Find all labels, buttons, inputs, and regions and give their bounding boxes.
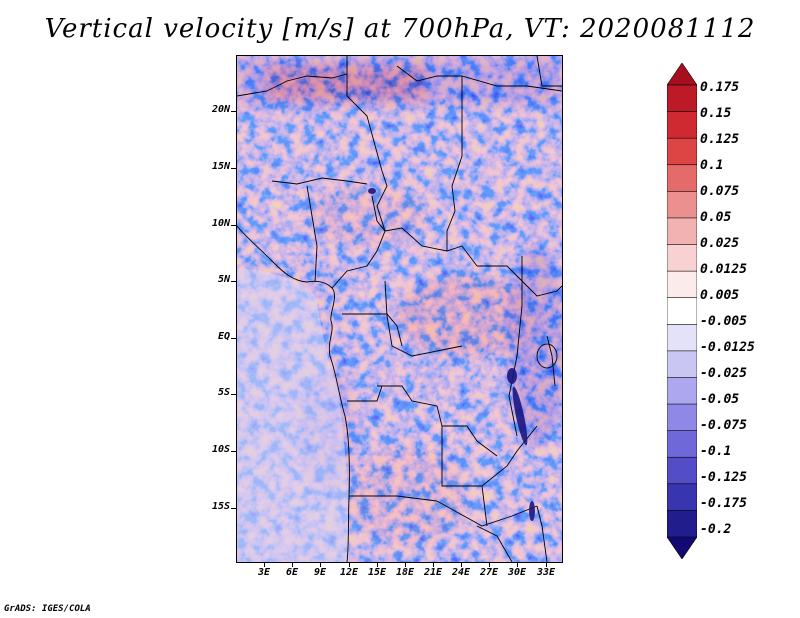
lon-label-12e: 12E [339,567,359,578]
lon-tick [320,563,321,567]
lon-tick [405,563,406,567]
lon-tick [377,563,378,567]
colorbar-segment [667,244,697,272]
colorbar-segment [667,536,697,559]
lon-tick [461,563,462,567]
colorbar-label: 0.025 [700,236,740,251]
colorbar-segment [667,430,697,459]
colorbar-segment [667,456,697,485]
lon-label-6e: 6E [285,567,299,578]
colorbar-label: -0.05 [700,392,740,407]
colorbar-label: -0.2 [700,522,732,537]
lon-tick [349,563,350,567]
colorbar-segment [667,350,697,379]
lon-label-24e: 24E [451,567,471,578]
lon-label-33e: 33E [536,567,556,578]
lat-label-10s: 10S [211,444,230,455]
colorbar-segment [667,297,697,326]
colorbar-label: 0.0125 [700,262,747,277]
colorbar-label: 0.005 [700,288,740,303]
lat-tick [231,111,236,112]
colorbar-label: -0.125 [700,470,747,485]
lon-label-30e: 30E [507,567,527,578]
lon-label-21e: 21E [423,567,443,578]
colorbar-segment [667,323,697,352]
lat-label-5n: 5N [217,274,230,285]
colorbar-segment [667,191,697,219]
lon-tick [264,563,265,567]
map-title: Vertical velocity [m/s] at 700hPa, VT: 2… [44,14,756,44]
colorbar-segment [667,63,697,86]
lat-tick [231,225,236,226]
colorbar-segment [667,111,697,139]
lon-tick [292,563,293,567]
lat-tick [231,394,236,395]
lat-label-eq: EQ [217,331,230,342]
colorbar-segment [667,84,697,113]
lat-tick [231,508,236,509]
colorbar-label: 0.175 [700,80,740,95]
lat-label-10n: 10N [211,218,230,229]
colorbar-label: 0.075 [700,184,740,199]
colorbar-label: -0.075 [700,418,747,433]
colorbar-segment [667,403,697,432]
colorbar-label: 0.125 [700,132,740,147]
colorbar-segment [667,137,697,166]
colorbar-label: -0.1 [700,444,732,459]
colorbar [667,63,697,559]
colorbar-segment [667,483,697,512]
lon-label-18e: 18E [395,567,415,578]
lat-label-15n: 15N [211,161,230,172]
map-panel [236,55,563,563]
colorbar-label: -0.025 [700,366,747,381]
lat-tick [231,168,236,169]
colorbar-label: -0.175 [700,496,747,511]
colorbar-label: -0.0125 [700,340,755,355]
colorbar-segment [667,217,697,246]
lon-label-27e: 27E [479,567,499,578]
vertical-velocity-field [237,56,562,562]
colorbar-segment [667,270,697,299]
colorbar-segment [667,510,697,538]
footer-credit: GrADS: IGES/COLA [4,604,91,614]
colorbar-segment [667,377,697,405]
colorbar-segment [667,164,697,193]
lat-tick [231,451,236,452]
lon-label-9e: 9E [313,567,327,578]
lat-tick [231,281,236,282]
lon-tick [433,563,434,567]
lon-tick [517,563,518,567]
coastlines [237,56,562,562]
lat-label-5s: 5S [217,387,230,398]
lat-label-15s: 15S [211,501,230,512]
lon-label-15e: 15E [367,567,387,578]
lakes [368,188,558,521]
colorbar-label: 0.05 [700,210,732,225]
lon-tick [489,563,490,567]
lat-tick [231,338,236,339]
lon-label-3e: 3E [257,567,271,578]
colorbar-label: 0.15 [700,106,732,121]
lat-label-20n: 20N [211,104,230,115]
colorbar-label: -0.005 [700,314,747,329]
lon-tick [546,563,547,567]
colorbar-label: 0.1 [700,158,724,173]
